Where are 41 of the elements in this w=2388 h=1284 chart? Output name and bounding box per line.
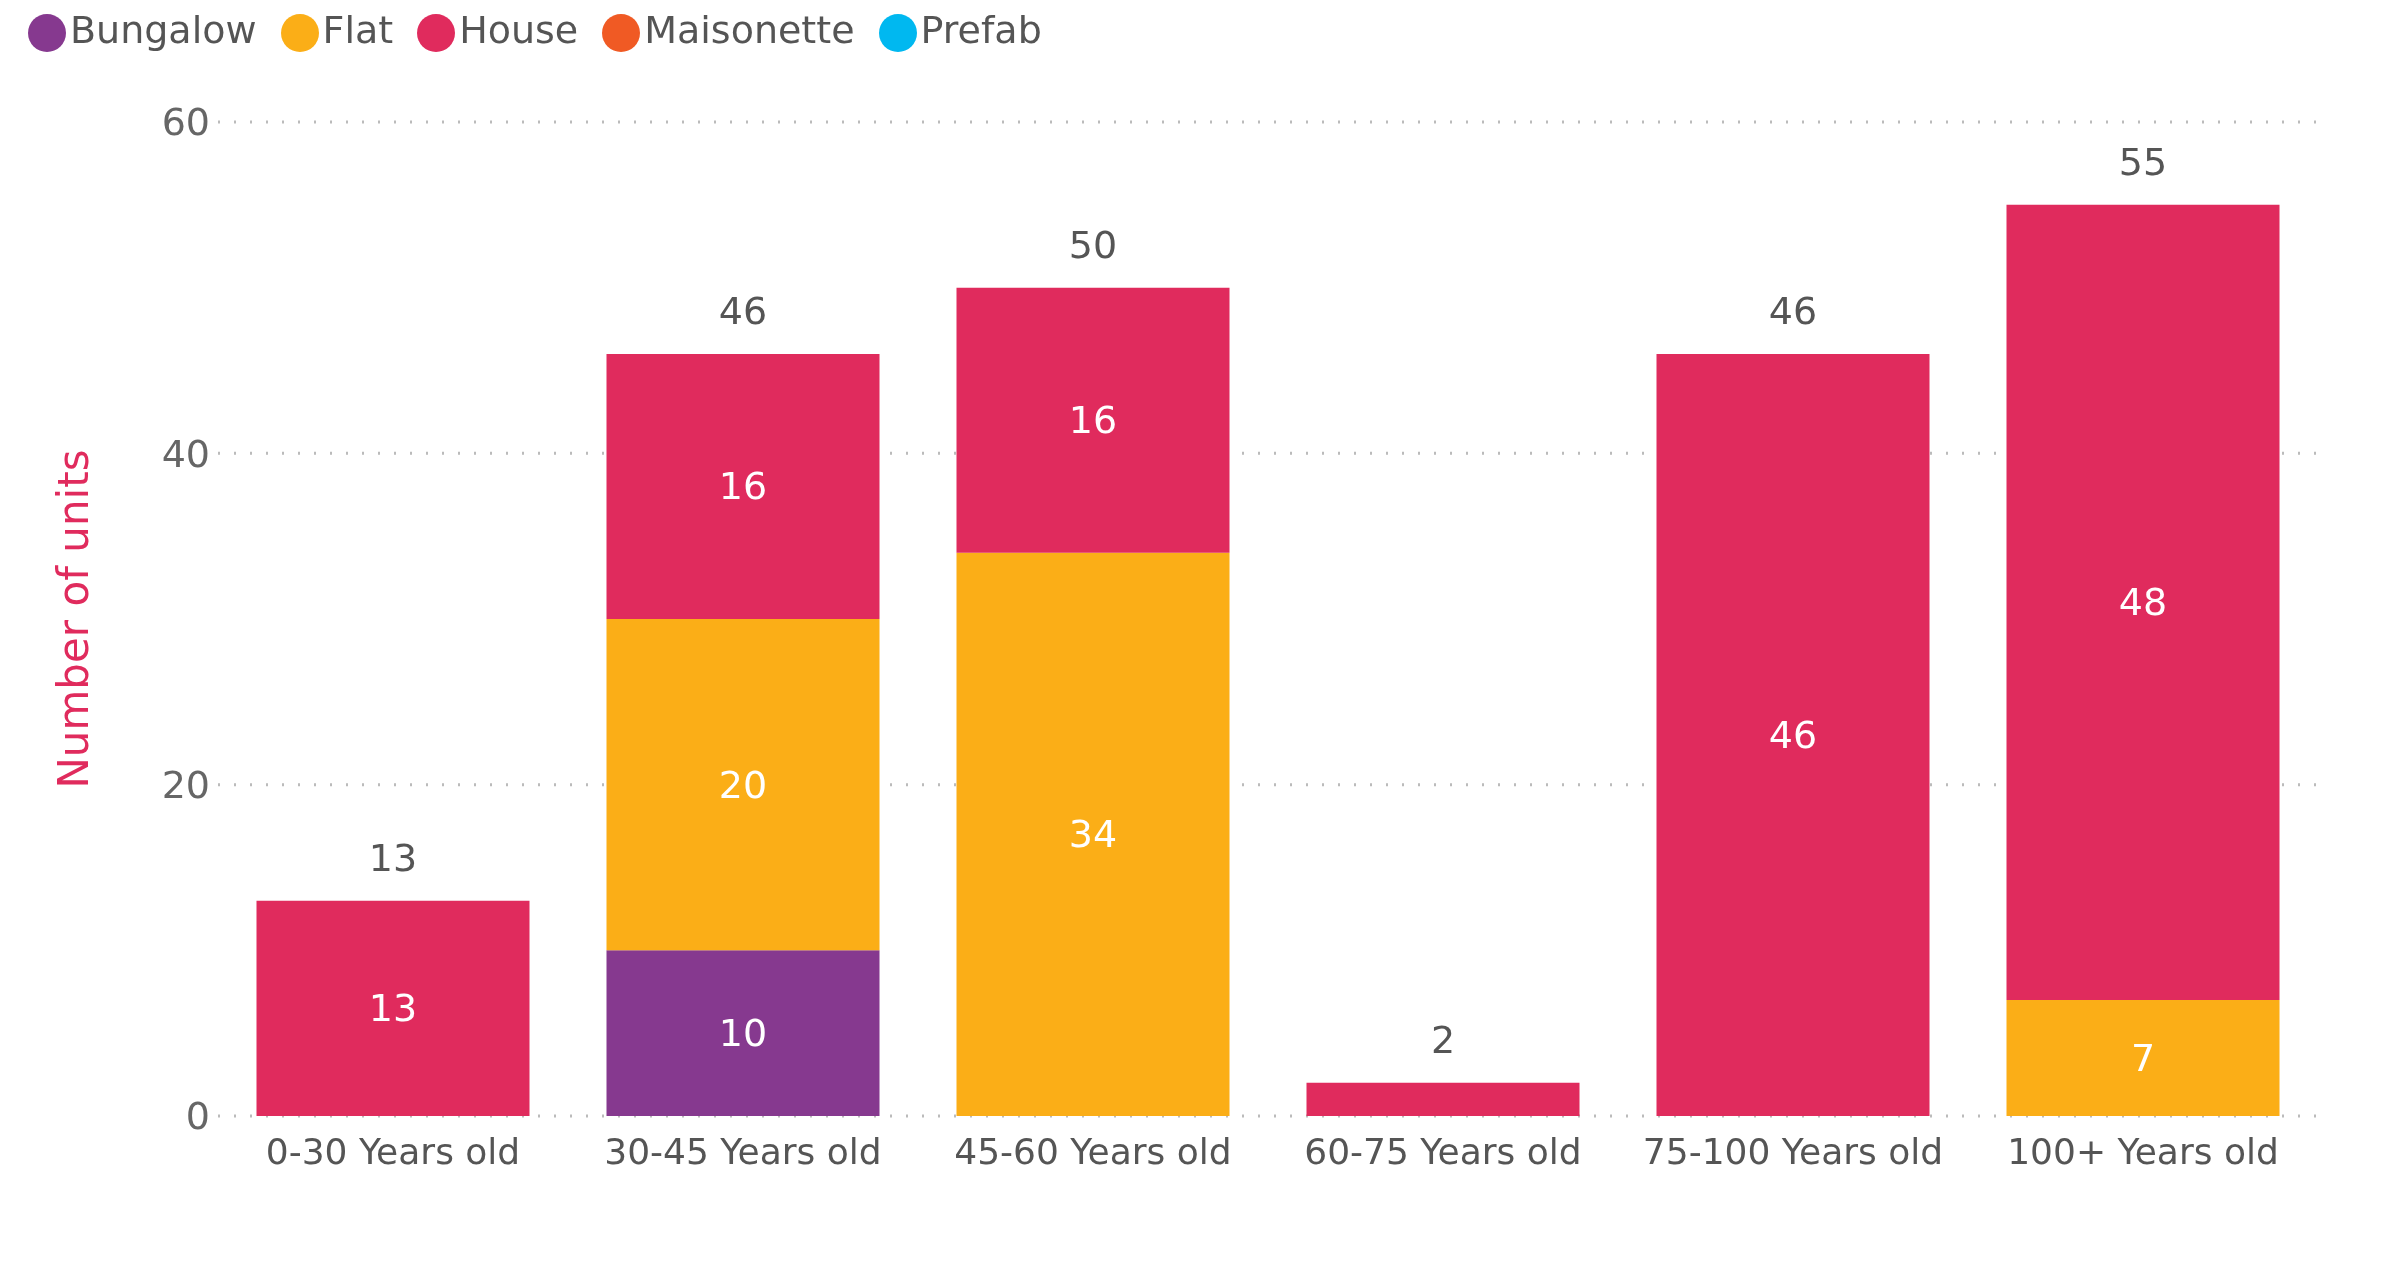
y-tick-label: 20 [161, 763, 210, 808]
y-tick-label: 0 [185, 1094, 210, 1139]
x-tick-label: 60-75 Years old [1304, 1130, 1582, 1172]
x-tick-label: 100+ Years old [2007, 1130, 2279, 1172]
bar [606, 950, 880, 1116]
y-tick-label: 60 [161, 100, 210, 145]
x-tick-label: 75-100 Years old [1642, 1130, 1944, 1172]
bar [956, 552, 1230, 1116]
total-label: 46 [1768, 288, 1818, 333]
legend-label: House [459, 8, 579, 52]
data-label: 46 [1768, 712, 1818, 757]
x-tick-label: 45-60 Years old [954, 1130, 1232, 1172]
legend-label: Prefab [920, 8, 1042, 52]
bar [2006, 204, 2280, 1001]
data-label: 34 [1068, 812, 1118, 857]
bar [606, 619, 880, 951]
total-label: 13 [368, 835, 418, 880]
total-label: 50 [1068, 222, 1118, 267]
data-label: 16 [1068, 398, 1118, 443]
total-label: 2 [1430, 1017, 1456, 1062]
y-axis-title: Number of units [48, 449, 98, 789]
legend-label: Flat [322, 8, 394, 52]
legend-label: Bungalow [70, 8, 257, 52]
bar [2006, 1000, 2280, 1116]
total-label: 46 [718, 288, 768, 333]
bar [606, 353, 880, 619]
x-tick-label: 30-45 Years old [604, 1130, 882, 1172]
x-tick-label: 0-30 Years old [265, 1130, 521, 1172]
bar [256, 900, 530, 1116]
data-label: 20 [718, 762, 768, 807]
data-label: 7 [2130, 1036, 2156, 1081]
total-label: 55 [2118, 139, 2168, 184]
data-label: 48 [2118, 580, 2168, 625]
data-label: 10 [718, 1011, 768, 1056]
data-label: 13 [368, 986, 418, 1031]
data-label: 16 [718, 464, 768, 509]
legend-label: Maisonette [644, 8, 855, 52]
bar [1656, 353, 1930, 1116]
bar [1306, 1082, 1580, 1116]
bar [956, 287, 1230, 553]
y-tick-label: 40 [161, 431, 210, 476]
